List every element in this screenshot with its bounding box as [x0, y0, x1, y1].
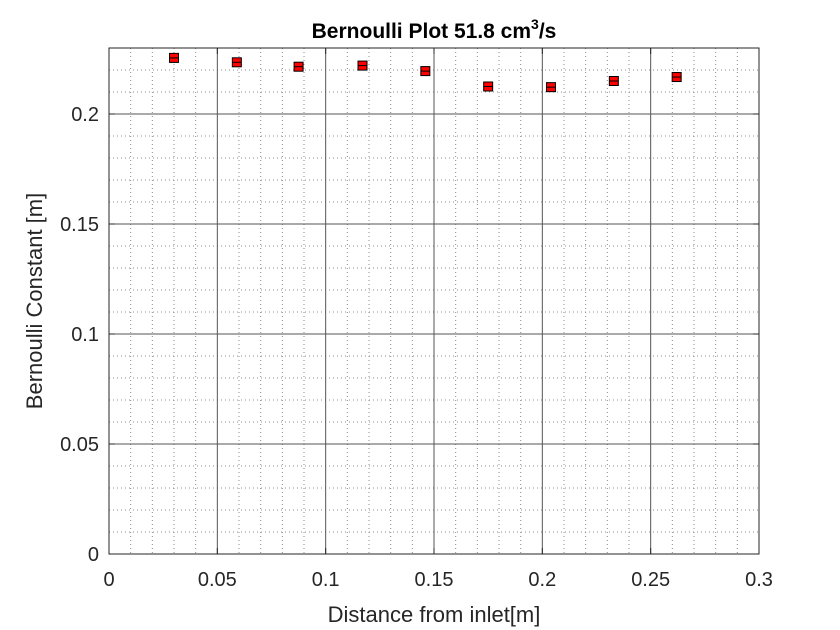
title-suffix: /s	[539, 20, 557, 43]
major-grid	[109, 48, 759, 554]
y-tick-label: 0.15	[60, 214, 99, 236]
data-point	[483, 81, 494, 92]
data-point	[293, 61, 304, 72]
data-point	[169, 52, 179, 63]
y-tick-label: 0	[88, 544, 99, 566]
data-point	[546, 82, 556, 93]
x-tick-label: 0	[103, 569, 114, 591]
data-point	[357, 60, 368, 71]
x-axis-ticks: 0 0.05 0.1 0.15 0.2 0.25 0.3	[103, 48, 773, 591]
data-points	[169, 52, 682, 93]
y-tick-label: 0.05	[60, 434, 99, 456]
y-tick-label: 0.1	[71, 324, 99, 346]
chart-title: Bernoulli Plot 51.8 cm3/s	[312, 16, 557, 43]
y-axis-label: Bernoulli Constant [m]	[22, 193, 47, 409]
data-point	[671, 72, 682, 83]
y-axis-ticks: 0 0.05 0.1 0.15 0.2	[60, 104, 759, 566]
data-point	[231, 57, 242, 68]
data-point	[608, 76, 619, 86]
x-tick-label: 0.25	[631, 569, 670, 591]
title-superscript: 3	[531, 16, 539, 32]
x-tick-label: 0.05	[198, 569, 237, 591]
data-point	[420, 66, 431, 77]
y-tick-label: 0.2	[71, 104, 99, 126]
x-tick-label: 0.15	[415, 569, 454, 591]
x-tick-label: 0.1	[312, 569, 340, 591]
x-axis-label: Distance from inlet[m]	[328, 602, 541, 627]
x-tick-label: 0.3	[745, 569, 773, 591]
x-tick-label: 0.2	[528, 569, 556, 591]
